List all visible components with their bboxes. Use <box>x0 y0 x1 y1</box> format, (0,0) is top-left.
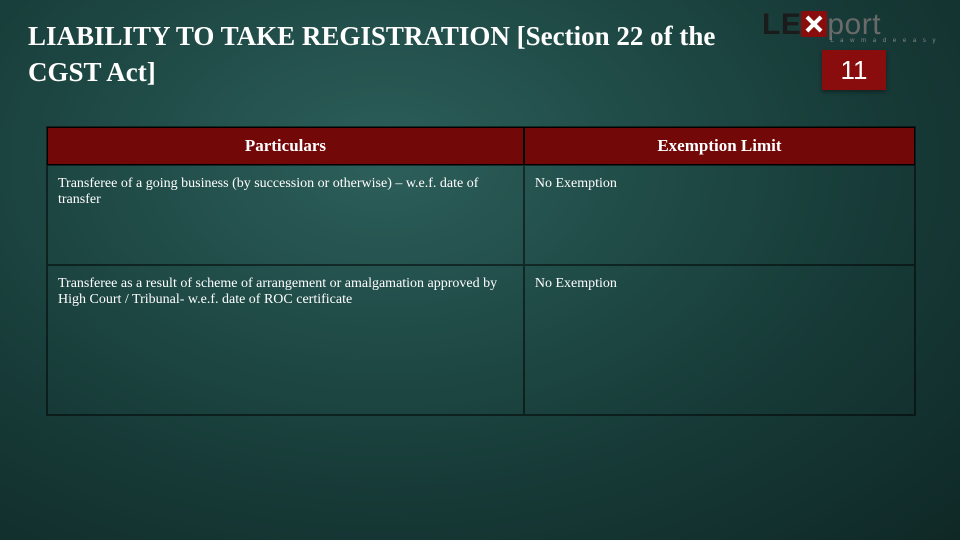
logo-prefix: LE <box>762 8 801 41</box>
table-body: Transferee of a going business (by succe… <box>47 165 915 415</box>
slide-title: LIABILITY TO TAKE REGISTRATION [Section … <box>28 18 728 91</box>
logo-x-icon <box>801 11 827 37</box>
table-header-row: Particulars Exemption Limit <box>47 127 915 165</box>
table-row: Transferee of a going business (by succe… <box>47 165 915 265</box>
cell-exemption: No Exemption <box>524 165 915 265</box>
logo-wordmark: LE port <box>762 8 942 42</box>
exemption-table: Particulars Exemption Limit Transferee o… <box>46 126 916 416</box>
cell-particulars: Transferee as a result of scheme of arra… <box>47 265 524 415</box>
column-header-particulars: Particulars <box>47 127 524 165</box>
logo-suffix: port <box>827 8 881 41</box>
cell-particulars: Transferee of a going business (by succe… <box>47 165 524 265</box>
table-row: Transferee as a result of scheme of arra… <box>47 265 915 415</box>
page-number-badge: 11 <box>822 50 886 90</box>
column-header-exemption: Exemption Limit <box>524 127 915 165</box>
cell-exemption: No Exemption <box>524 265 915 415</box>
